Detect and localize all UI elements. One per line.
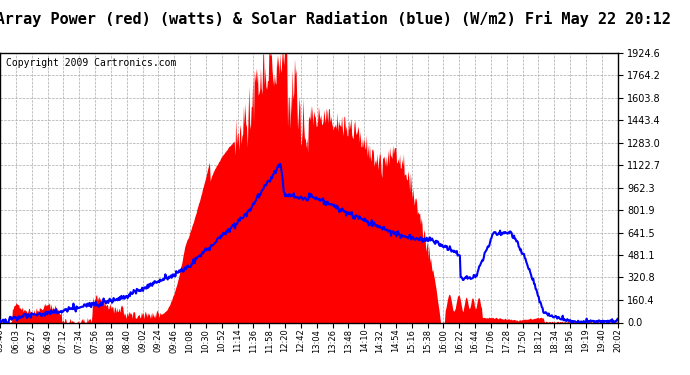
Text: Copyright 2009 Cartronics.com: Copyright 2009 Cartronics.com xyxy=(6,58,177,68)
Text: East Array Power (red) (watts) & Solar Radiation (blue) (W/m2) Fri May 22 20:12: East Array Power (red) (watts) & Solar R… xyxy=(0,11,671,27)
